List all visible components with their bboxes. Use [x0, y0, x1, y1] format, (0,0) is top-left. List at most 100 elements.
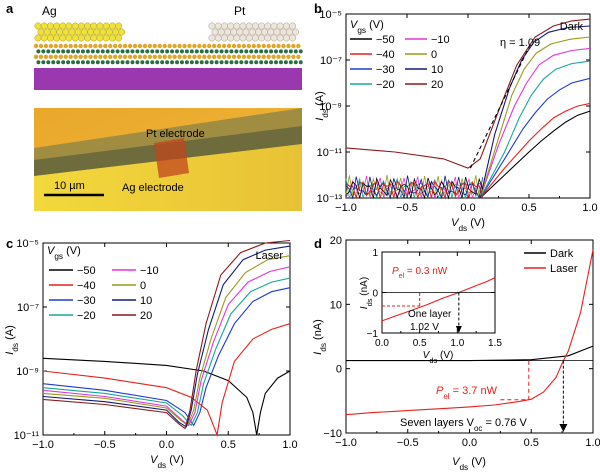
chalcogen-atom [296, 43, 301, 49]
chalcogen-atom [266, 43, 271, 49]
ag-atom [115, 22, 123, 30]
legend-label: −10 [431, 34, 450, 46]
metal-atom [175, 60, 179, 65]
metal-atom [298, 60, 303, 65]
y-axis-label: Ids (A) [314, 91, 330, 121]
metal-atom [274, 49, 278, 54]
x-tick-label: −0.5 [94, 439, 116, 451]
pt-electrode-label: Pt electrode [146, 128, 205, 140]
inset-voc-arrowhead [455, 326, 462, 333]
metal-atom [150, 49, 155, 54]
series-line-20 [42, 239, 291, 430]
metal-atom [51, 49, 56, 54]
chalcogen-atom [182, 43, 187, 49]
noise-floor [345, 176, 483, 200]
y-tick-label: 20 [330, 235, 342, 247]
chalcogen-atom [113, 54, 118, 59]
metal-atom [76, 60, 80, 65]
metal-atom [160, 60, 165, 65]
chalcogen-atom [241, 54, 247, 59]
chalcogen-atom [68, 43, 73, 49]
x-tick-label: 1.5 [488, 338, 502, 349]
metal-atom [80, 49, 85, 54]
chalcogen-atom [108, 43, 113, 49]
x-tick-label: −0.5 [396, 202, 418, 214]
chalcogen-atom [271, 54, 276, 59]
chalcogen-atom [172, 43, 177, 49]
metal-atom [80, 60, 85, 65]
chalcogen-atom [117, 43, 123, 49]
y-tick-label: 10⁻¹¹ [14, 430, 40, 442]
metal-atom [189, 60, 194, 65]
metal-atom [224, 60, 229, 65]
chalcogen-atom [108, 54, 113, 59]
inset-pel-annotation: Pel = 0.3 nW [392, 266, 448, 280]
chalcogen-atom [147, 54, 153, 59]
chalcogen-atom [167, 43, 172, 49]
metal-atom [160, 49, 165, 54]
series-line-−10 [42, 266, 291, 427]
metal-atom [145, 49, 150, 54]
metal-atom [254, 60, 259, 65]
metal-atom [36, 60, 41, 65]
chalcogen-atom [63, 43, 68, 49]
metal-atom [170, 60, 175, 65]
metal-atom [140, 49, 145, 54]
chalcogen-atom [197, 43, 202, 49]
metal-atom [278, 60, 283, 65]
metal-atom [219, 49, 224, 54]
chalcogen-atom [281, 54, 286, 59]
chalcogen-atom [276, 54, 281, 59]
metal-atom [184, 49, 189, 54]
metal-atom [145, 60, 150, 65]
ag-electrode-atoms [34, 22, 126, 42]
y-tick-label: −1 [367, 329, 379, 340]
metal-atom [140, 60, 145, 65]
chalcogen-atom [83, 43, 88, 49]
chalcogen-atom [33, 54, 39, 59]
metal-atom [85, 60, 90, 65]
x-axis-label: Vds (V) [452, 456, 486, 471]
chalcogen-atom [152, 54, 157, 59]
metal-atom [110, 60, 115, 65]
chalcogen-atom [162, 43, 167, 49]
metal-atom [155, 60, 160, 65]
metal-atom [259, 49, 264, 54]
y-tick-label: 0 [336, 364, 342, 376]
legend-label: 0 [140, 280, 146, 292]
metal-atom [120, 60, 125, 65]
x-tick-label: 0.5 [413, 338, 427, 349]
chalcogen-atom [127, 43, 133, 49]
noise-floor [345, 175, 483, 200]
pt-label: Pt [234, 4, 246, 18]
metal-atom [36, 49, 41, 54]
chalcogen-atom [291, 43, 296, 49]
chalcogen-atom [48, 54, 54, 59]
legend-label: −50 [376, 34, 395, 46]
chalcogen-atom [73, 43, 78, 49]
metal-atom [130, 60, 135, 65]
chalcogen-atom [226, 43, 232, 49]
chalcogen-atom [68, 54, 73, 59]
chalcogen-atom [157, 54, 162, 59]
chalcogen-atom [48, 43, 54, 49]
chalcogen-atom [162, 54, 167, 59]
chalcogen-atom [236, 54, 242, 59]
legend-title: Vgs (V) [350, 19, 384, 35]
x-tick-label: 1.0 [585, 437, 600, 449]
metal-atom [56, 60, 61, 65]
metal-atom [199, 49, 204, 54]
metal-atom [76, 49, 80, 54]
metal-atom [249, 60, 254, 65]
chalcogen-atom [192, 43, 197, 49]
chalcogen-atom [216, 43, 222, 49]
chalcogen-atom [177, 54, 182, 59]
x-tick-label: 0.0 [460, 202, 475, 214]
metal-atom [204, 60, 209, 65]
chalcogen-atom [157, 43, 162, 49]
metal-atom [234, 60, 239, 65]
x-tick-label: −1.0 [32, 439, 54, 451]
metal-atom [41, 60, 46, 65]
chalcogen-atom [291, 54, 296, 59]
